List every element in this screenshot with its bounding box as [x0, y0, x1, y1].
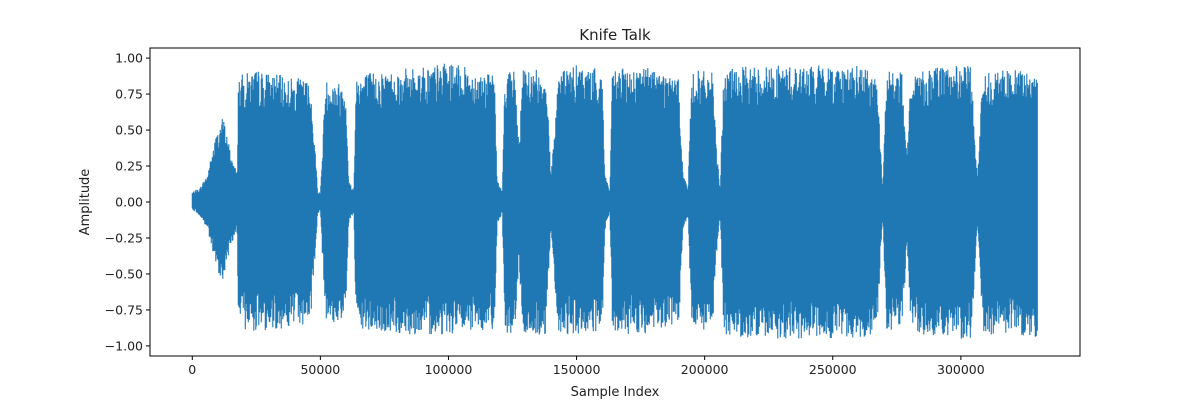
y-tick-label: −0.25: [105, 230, 143, 245]
y-tick-label: 1.00: [115, 51, 143, 66]
chart-title: Knife Talk: [579, 26, 651, 44]
x-tick-label: 200000: [681, 362, 729, 377]
x-axis: 0 50000 100000 150000 200000 250000 300000: [188, 356, 985, 377]
waveform-series: [191, 63, 1038, 339]
y-axis-label: Amplitude: [78, 169, 93, 236]
waveform-line: [191, 63, 1038, 339]
x-axis-label: Sample Index: [571, 385, 660, 400]
y-tick-label: 0.00: [115, 195, 143, 210]
y-tick-label: 0.25: [115, 159, 143, 174]
y-tick-label: 0.75: [115, 87, 143, 102]
y-tick-label: −1.00: [105, 338, 143, 353]
y-axis: −1.00 −0.75 −0.50 −0.25 0.00 0.25 0.50 0.75 1.00: [105, 51, 150, 353]
x-tick-label: 250000: [809, 362, 857, 377]
x-tick-label: 150000: [553, 362, 601, 377]
y-tick-label: −0.75: [105, 302, 143, 317]
y-tick-label: 0.50: [115, 123, 143, 138]
x-tick-label: 100000: [425, 362, 473, 377]
x-tick-label: 0: [188, 362, 196, 377]
x-tick-label: 50000: [300, 362, 340, 377]
x-tick-label: 300000: [937, 362, 985, 377]
y-tick-label: −0.50: [105, 266, 143, 281]
